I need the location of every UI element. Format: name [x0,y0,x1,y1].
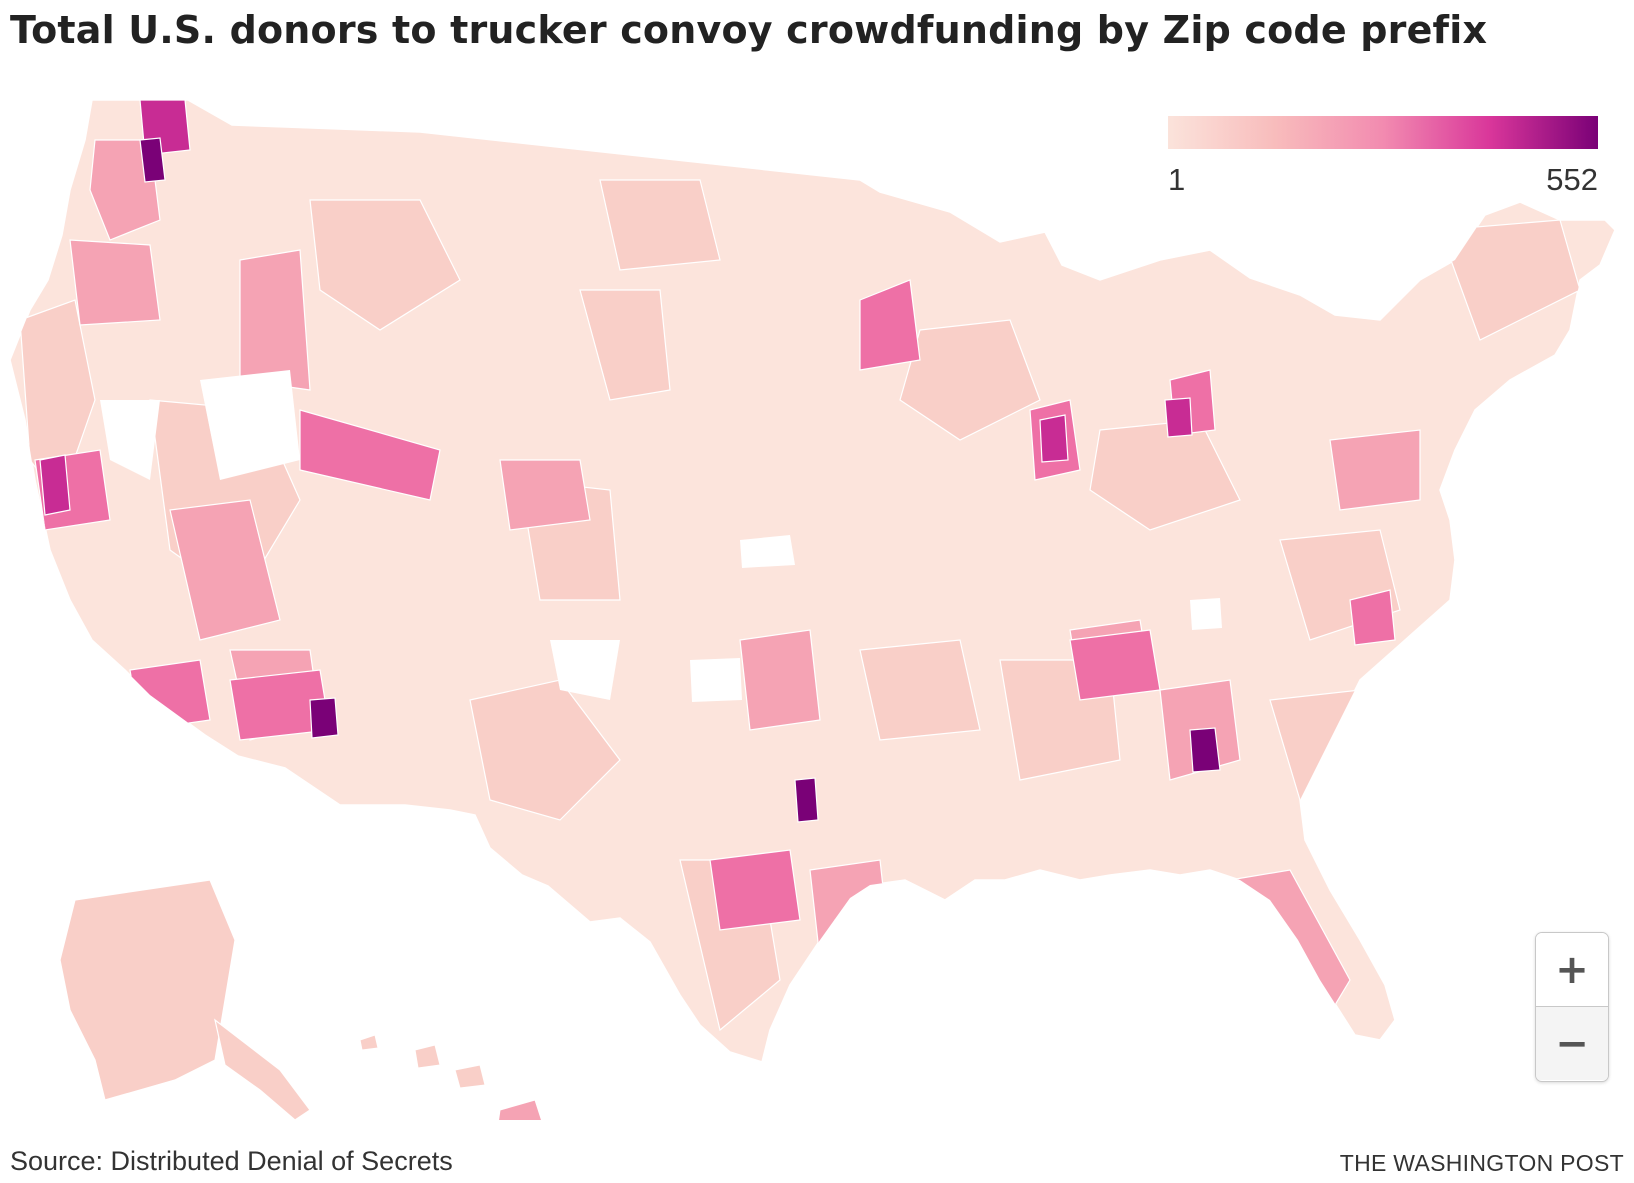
gap-nevada [200,370,300,480]
region-pennsylvania [1329,429,1421,511]
minus-icon: − [1555,1020,1589,1067]
zoom-in-button[interactable]: + [1536,933,1608,1007]
region-north-carolina [1349,589,1396,646]
region-minneapolis [859,279,921,371]
map-svg[interactable] [0,80,1634,1120]
region-chicago-core [1039,414,1069,463]
no-data-areas [100,370,1222,702]
region-midwest [899,319,1041,441]
zoom-out-button[interactable]: − [1536,1007,1608,1080]
region-utah [299,409,441,501]
plus-icon: + [1555,946,1589,993]
legend-min-label: 1 [1168,162,1186,197]
region-seattle [139,137,166,183]
gap-oklahoma [740,535,795,568]
region-oregon [69,239,161,326]
color-legend: 1 552 [1168,116,1598,202]
region-idaho [239,249,311,391]
gap-texas-panhandle [690,658,742,702]
region-los-angeles [129,659,211,731]
hawaii-big-island [498,1099,543,1120]
region-phoenix [309,697,339,739]
region-houston-core [834,914,863,943]
region-oklahoma [739,629,821,731]
region-sierra [169,499,281,641]
region-tennessee [1069,629,1161,701]
region-houston [809,859,891,961]
region-dallas [794,777,819,823]
source-note: Source: Distributed Denial of Secrets [10,1146,453,1176]
legend-max-label: 552 [1546,162,1598,197]
chart-title: Total U.S. donors to trucker convoy crow… [10,8,1488,52]
region-arkansas [859,639,981,741]
alaska-shape [59,879,236,1101]
zoom-control: + − [1535,932,1609,1082]
gap-kentucky [1190,598,1222,630]
hawaii-islands [359,1034,543,1120]
region-west-coast [19,299,96,502]
gap-great-basin [100,400,160,480]
legend-gradient-bar [1168,116,1598,149]
region-san-antonio [709,849,801,931]
alaska-panhandle [214,1018,311,1120]
region-sacramento [39,454,71,516]
map[interactable] [0,80,1634,1120]
region-detroit-core [1164,397,1193,438]
publisher-credit: THE WASHINGTON POST [1339,1150,1624,1176]
region-atlanta [1189,727,1221,773]
darkest-regions [139,137,1221,823]
region-colorado [579,289,671,401]
gap-west-texas [550,640,620,700]
region-nebraska [499,459,591,531]
region-montana [309,199,461,331]
region-nd [599,179,721,271]
region-texas-west [469,679,621,821]
